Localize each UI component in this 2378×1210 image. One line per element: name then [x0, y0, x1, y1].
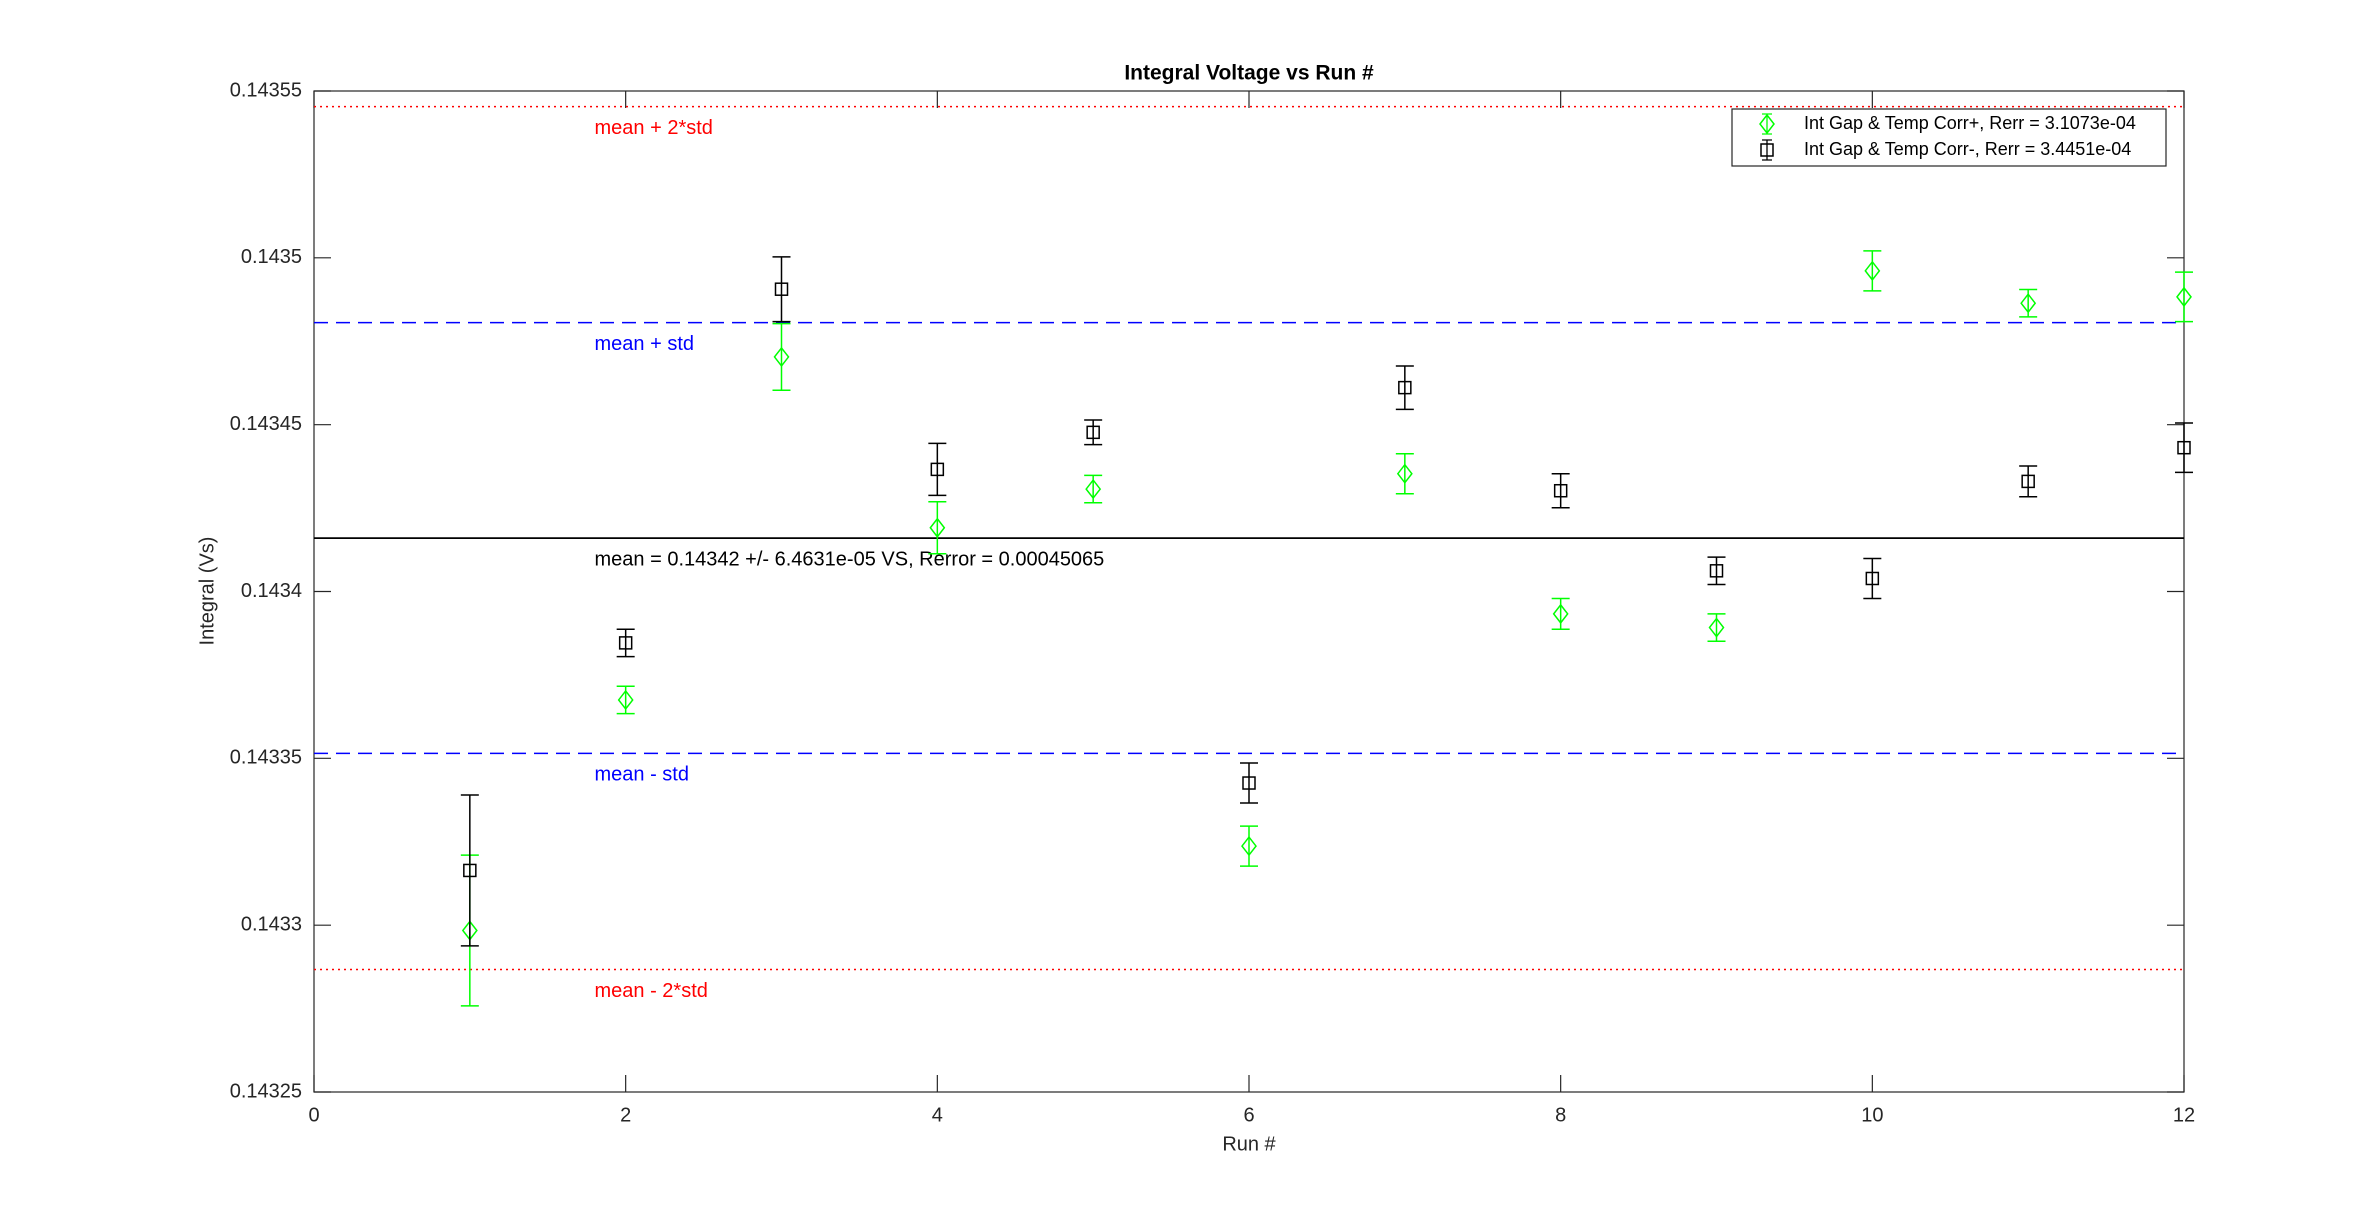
marker [1242, 776, 1256, 790]
error-bar [1551, 597, 1570, 630]
marker [1553, 483, 1568, 498]
marker [1552, 603, 1569, 625]
marker [1396, 463, 1413, 484]
error-bar [1240, 825, 1258, 867]
x-tick-label: 10 [1861, 1104, 1883, 1126]
marker [1865, 571, 1880, 586]
error-bar [1707, 556, 1726, 586]
reference-label: mean - std [595, 764, 689, 786]
marker [617, 689, 634, 711]
axes-box [313, 90, 2185, 1093]
marker [2177, 440, 2191, 455]
marker [773, 346, 790, 368]
y-tick-label: 0.1433 [241, 913, 302, 935]
marker [1864, 260, 1881, 282]
legend-box [1731, 108, 2167, 167]
marker [930, 462, 945, 477]
legend-marker [1760, 143, 1774, 157]
error-bar [2019, 465, 2038, 498]
legend-label: Int Gap & Temp Corr-, Rerr = 3.4451e-04 [1804, 139, 2131, 159]
x-tick-label: 4 [932, 1104, 943, 1126]
x-axis-label: Run # [1222, 1133, 1276, 1155]
marker [1398, 380, 1412, 395]
marker [774, 282, 789, 296]
error-bar [772, 322, 791, 392]
y-tick-label: 0.1435 [241, 246, 302, 268]
x-tick-label: 12 [2173, 1104, 2195, 1126]
error-bar [1240, 762, 1258, 804]
error-bar [2175, 422, 2193, 474]
x-tick-label: 6 [1243, 1104, 1254, 1126]
y-tick-label: 0.14355 [230, 79, 302, 101]
reference-label: mean + 2*std [595, 117, 713, 139]
error-bar [1863, 250, 1882, 292]
error-bar [460, 794, 479, 947]
x-tick-label: 8 [1555, 1104, 1566, 1126]
legend-label: Int Gap & Temp Corr+, Rerr = 3.1073e-04 [1804, 113, 2136, 133]
y-tick-label: 0.14345 [230, 413, 302, 435]
error-bar [1551, 472, 1570, 509]
chart-title: Integral Voltage vs Run # [1124, 62, 1374, 85]
y-tick-label: 0.14335 [230, 747, 302, 769]
error-bar [616, 628, 635, 658]
marker [618, 636, 633, 650]
error-bar [1863, 557, 1882, 600]
legend-marker [1759, 113, 1775, 135]
reference-label: mean + std [595, 333, 695, 355]
error-bar [2175, 271, 2193, 323]
error-bar [928, 442, 947, 497]
reference-label: mean = 0.14342 +/- 6.4631e-05 VS, Rerror… [595, 548, 1105, 570]
error-bar [1084, 419, 1103, 446]
y-tick-label: 0.14325 [230, 1080, 302, 1102]
error-bar [1395, 365, 1414, 411]
error-bar [1395, 452, 1414, 495]
marker [2176, 286, 2192, 308]
y-axis-label: Integral (Vs) [196, 537, 218, 646]
error-bar [928, 500, 947, 555]
reference-label: mean - 2*std [595, 980, 708, 1002]
y-tick-label: 0.1434 [241, 580, 302, 602]
marker [2020, 292, 2037, 314]
x-tick-label: 0 [308, 1104, 319, 1126]
marker [1709, 564, 1724, 578]
marker [1086, 425, 1100, 440]
marker [2021, 474, 2035, 489]
marker [1241, 835, 1257, 857]
x-tick-label: 2 [620, 1104, 631, 1126]
marker [929, 517, 946, 538]
marker [463, 863, 477, 878]
marker [1085, 478, 1102, 500]
marker [1708, 617, 1725, 638]
error-bar [772, 256, 791, 323]
